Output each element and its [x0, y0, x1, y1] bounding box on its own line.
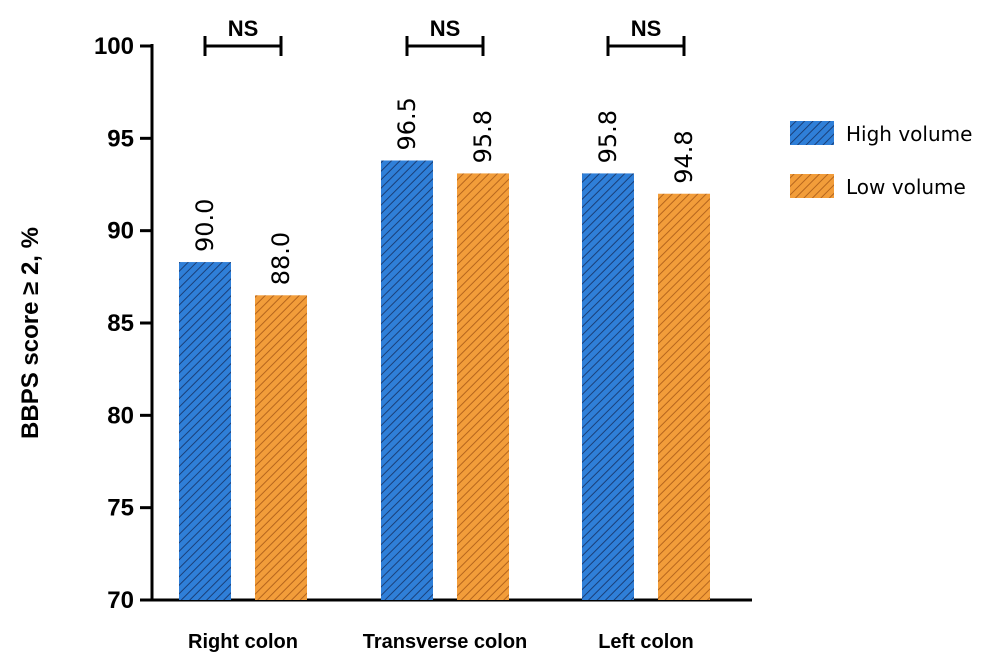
y-tick-label-80: 80: [107, 402, 134, 429]
legend-swatch-low: [790, 174, 834, 198]
legend-label-low: Low volume: [846, 175, 966, 199]
data-label-low-1: 88.0: [267, 232, 295, 285]
data-label-high-3: 95.8: [594, 110, 622, 163]
bar-high-2: [381, 160, 433, 600]
x-category-label-3: Left colon: [598, 631, 694, 653]
plot-area: 70 75 80 85 90 95 100 90.0 88.0 Right colon NS 96.5…: [94, 16, 972, 653]
sig-label-1: NS: [228, 16, 259, 41]
data-label-low-3: 94.8: [670, 130, 698, 183]
y-axis-label: BBPS score ≥ 2, %: [17, 227, 44, 439]
data-label-high-1: 90.0: [191, 199, 219, 252]
y-tick-label-90: 90: [107, 218, 134, 245]
bar-low-3: [658, 193, 710, 600]
data-label-high-2: 96.5: [393, 97, 421, 150]
x-category-label-1: Right colon: [188, 631, 298, 653]
bar-high-3: [582, 173, 634, 601]
legend-swatch-high: [790, 121, 834, 145]
y-tick-label-70: 70: [107, 587, 134, 614]
bar-low-2: [457, 173, 509, 601]
bar-low-1: [255, 295, 307, 600]
x-category-label-2: Transverse colon: [363, 631, 528, 653]
sig-label-2: NS: [430, 16, 461, 41]
y-tick-label-95: 95: [107, 125, 134, 152]
bar-high-1: [179, 262, 231, 600]
y-tick-label-100: 100: [94, 33, 134, 60]
legend-label-high: High volume: [846, 122, 972, 146]
data-label-low-2: 95.8: [469, 110, 497, 163]
sig-label-3: NS: [631, 16, 662, 41]
y-tick-label-85: 85: [107, 310, 134, 337]
y-tick-label-75: 75: [107, 495, 134, 522]
